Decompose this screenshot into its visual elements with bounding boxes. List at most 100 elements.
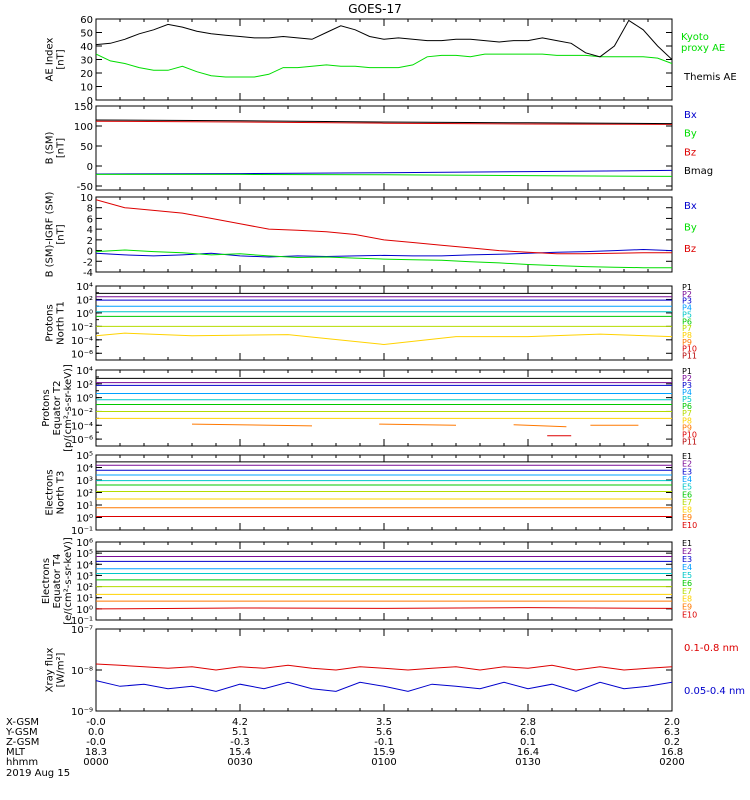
series-line-p9 [379, 423, 457, 426]
series-line-bx [96, 248, 672, 258]
legend-p1: P1 [682, 283, 692, 292]
legend-p2: P2 [682, 290, 692, 299]
legend-p11: P11 [682, 437, 697, 446]
y-axis-label: Electrons [41, 558, 52, 604]
y-tick-label: 50 [80, 142, 93, 153]
y-tick-label: 0 [87, 96, 93, 107]
series-line-by [96, 249, 672, 269]
y-axis-label: [nT] [56, 49, 67, 69]
y-tick-label: 10⁰ [76, 605, 93, 616]
footer-value: 5.1 [232, 727, 248, 738]
legend-p4: P4 [682, 304, 692, 313]
y-tick-label: 10⁻⁴ [71, 421, 93, 432]
legend-e9: E9 [682, 513, 692, 522]
series-line-bz [96, 120, 672, 125]
legend-p8: P8 [682, 416, 692, 425]
y-tick-label: 10² [76, 295, 93, 306]
legend-e10: E10 [682, 521, 697, 530]
footer-value: -0.0 [86, 717, 106, 728]
footer-value: 16.4 [517, 747, 539, 758]
footer-row-label: hhmm [6, 757, 38, 768]
y-tick-label: 10⁵ [76, 549, 93, 560]
y-axis-label: [nT] [56, 138, 67, 158]
legend-by: By [684, 129, 697, 140]
legend-p5: P5 [682, 310, 692, 319]
legend-p3: P3 [682, 381, 692, 390]
legend-e6: E6 [682, 579, 692, 588]
y-tick-label: -2 [83, 257, 93, 268]
footer-value: 0130 [515, 757, 540, 768]
legend-e7: E7 [682, 498, 692, 507]
legend-e3: E3 [682, 467, 692, 476]
y-tick-label: 10⁻⁹ [71, 707, 93, 718]
legend-e4: E4 [682, 475, 692, 484]
y-tick-label: 0 [87, 247, 93, 258]
y-tick-label: 10³ [76, 476, 93, 487]
series-line-0-05-0-4-nm [96, 680, 672, 692]
legend-p11: P11 [682, 352, 697, 361]
y-axis-label: [nT] [56, 224, 67, 244]
panel-frame [95, 105, 673, 191]
legend-p4: P4 [682, 388, 692, 397]
legend-e4: E4 [682, 563, 692, 572]
footer-row-label: Z-GSM [6, 737, 39, 748]
y-tick-label: -50 [77, 182, 93, 193]
y-tick-label: 10⁴ [76, 560, 93, 571]
y-tick-label: 10⁻¹ [71, 616, 93, 627]
y-tick-label: 10⁰ [76, 309, 93, 320]
footer-row-label: MLT [6, 747, 26, 758]
legend-e1: E1 [682, 539, 692, 548]
y-tick-label: 30 [80, 56, 93, 67]
footer-value: -0.1 [374, 737, 394, 748]
y-axis-label: Equator T2 [52, 381, 63, 436]
legend-e10: E10 [682, 611, 697, 620]
series-line-kyoto [96, 53, 672, 78]
series-line-themis-ae [96, 19, 672, 60]
y-tick-label: 10³ [76, 571, 93, 582]
series-line-e10 [96, 607, 672, 610]
y-tick-label: 10⁴ [76, 464, 93, 475]
legend-e1: E1 [682, 452, 692, 461]
legend-e8: E8 [682, 506, 692, 515]
legend-kyoto: Kyoto [681, 32, 709, 43]
date-label: 2019 Aug 15 [6, 768, 70, 779]
legend-p1: P1 [682, 367, 692, 376]
y-tick-label: 0 [87, 162, 93, 173]
series-line-bx [96, 169, 672, 175]
legend-bx: Bx [684, 110, 697, 121]
legend-e2: E2 [682, 460, 692, 469]
y-axis-label: [W/m²] [56, 652, 67, 687]
y-tick-label: 10⁻² [71, 322, 93, 333]
y-axis-label: B (SM)-IGRF (SM) [45, 192, 56, 278]
y-tick-label: 10⁻² [71, 407, 93, 418]
footer-value: 6.3 [664, 727, 680, 738]
y-tick-label: 4 [87, 225, 93, 236]
y-tick-label: 10⁻⁸ [71, 666, 93, 677]
y-axis-label: B (SM) [45, 131, 56, 164]
legend-e9: E9 [682, 603, 692, 612]
y-tick-label: 10⁻⁶ [71, 435, 93, 446]
series-line-p9 [191, 423, 313, 427]
footer-row-label: X-GSM [6, 717, 39, 728]
y-tick-label: 10 [80, 193, 93, 204]
legend-p6: P6 [682, 317, 692, 326]
y-axis-label: AE Index [45, 37, 56, 81]
footer-value: -0.3 [230, 737, 250, 748]
y-tick-label: 10² [76, 583, 93, 594]
y-tick-label: 2 [87, 236, 93, 247]
panel-frame [95, 369, 673, 447]
footer-value: 0100 [371, 757, 396, 768]
y-axis-label: [p/(cm²-s-sr-keV)] [63, 364, 74, 452]
y-axis-label: Electrons [45, 469, 56, 515]
y-tick-label: 10⁴ [76, 366, 93, 377]
legend-bz: Bz [684, 244, 696, 255]
legend-e5: E5 [682, 483, 692, 492]
legend-p9: P9 [682, 338, 692, 347]
y-axis-label: Protons [45, 304, 56, 341]
footer-value: 0.0 [88, 727, 104, 738]
y-tick-label: 10² [76, 489, 93, 500]
y-tick-label: 10⁻⁶ [71, 349, 93, 360]
legend-p7: P7 [682, 409, 692, 418]
footer-value: 6.0 [520, 727, 536, 738]
